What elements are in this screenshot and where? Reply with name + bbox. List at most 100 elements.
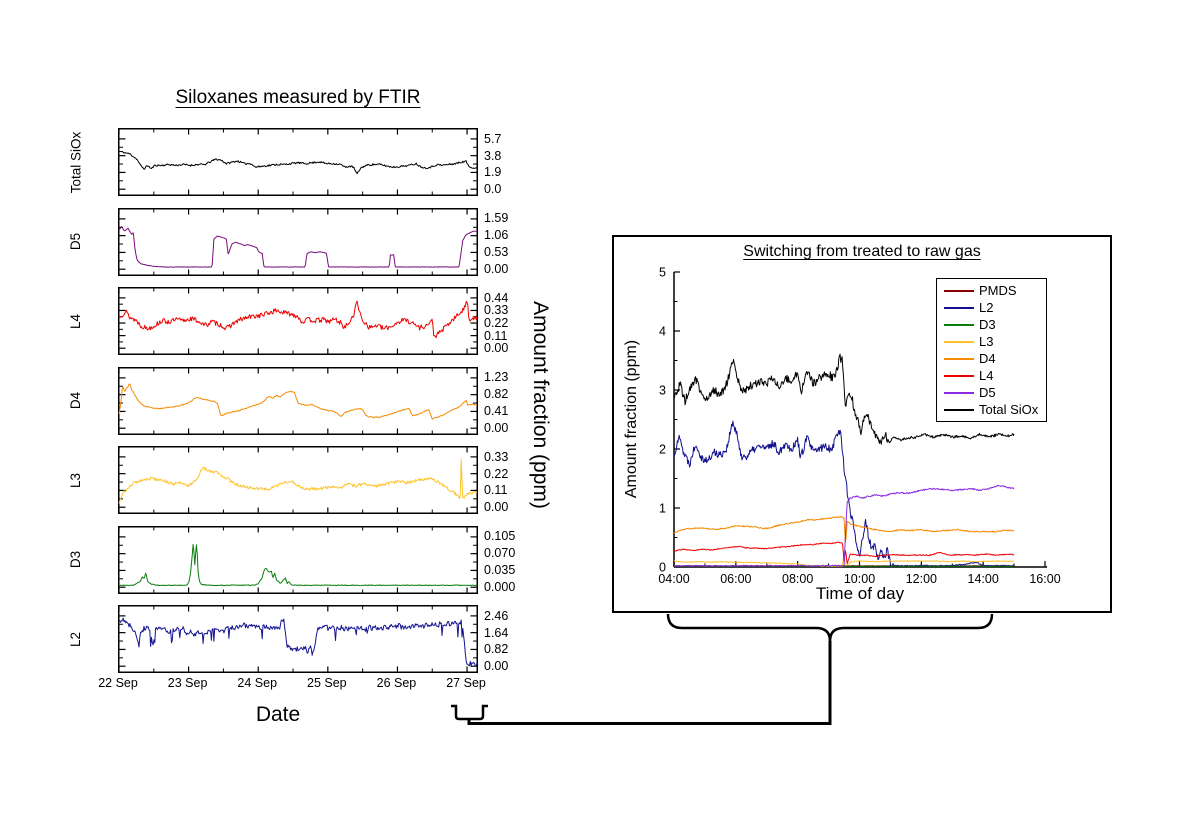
- ftir-x-axis-label: Date: [255, 703, 301, 726]
- series-d4: [673, 515, 1015, 543]
- ytick-d5-0: 1.59: [484, 211, 509, 226]
- ytick-l4-4: 0.00: [484, 341, 509, 356]
- legend-item-l4: L4: [944, 367, 1038, 384]
- date-tick-27-sep: 27 Sep: [446, 676, 486, 690]
- ytick-d5-2: 0.53: [484, 244, 509, 259]
- ftir-subplot-l4: [118, 287, 478, 355]
- subplot-label-d5: D5: [60, 208, 92, 276]
- subplot-label-text: Total SiOx: [68, 131, 84, 193]
- legend-label-d5: D5: [979, 385, 996, 400]
- legend-item-l3: L3: [944, 333, 1038, 350]
- series-d5: [118, 225, 478, 268]
- ytick-l4-2: 0.22: [484, 316, 509, 331]
- ftir-subplot-d5: [118, 207, 478, 276]
- ytick-d3-3: 0.000: [484, 579, 516, 594]
- ytick-total-siox-3: 0.0: [484, 182, 502, 197]
- legend-item-pmds: PMDS: [944, 282, 1038, 299]
- ytick-d3-2: 0.035: [484, 562, 516, 577]
- subplot-label-d3: D3: [60, 526, 92, 594]
- legend-label-l2: L2: [979, 300, 994, 315]
- date-tick-22-sep: 22 Sep: [98, 676, 138, 690]
- series-l2: [118, 617, 478, 667]
- switch-xtick-16-00: 16:00: [1029, 572, 1060, 586]
- legend-label-l3: L3: [979, 334, 994, 349]
- legend-swatch-d3: [944, 323, 974, 326]
- subplot-label-l3: L3: [60, 446, 92, 514]
- switch-panel: Switching from treated to raw gas 0 1 2 3 4 5…: [612, 235, 1112, 613]
- plot-frame-d5: [118, 207, 478, 276]
- ytick-l2-1: 1.64: [484, 625, 509, 640]
- switch-xtick-08-00: 08:00: [782, 572, 813, 586]
- switch-ytick-4: 4: [659, 325, 666, 339]
- legend-swatch-d4: [944, 357, 974, 360]
- plot-frame-d4: [118, 366, 478, 435]
- ytick-d5-3: 0.00: [484, 261, 509, 276]
- ytick-l3-1: 0.22: [484, 466, 509, 481]
- legend-swatch-l4: [944, 374, 974, 377]
- plot-frame-d3: [118, 525, 478, 594]
- series-total-siox: [118, 150, 478, 175]
- switch-plot-area: 0 1 2 3 4 5 04:00 06:00 08:00 10:00 12:00 14:00 16:0…: [658, 266, 1060, 587]
- ytick-d4-0: 1.23: [484, 370, 509, 385]
- ftir-subplot-l3: [118, 446, 478, 514]
- ytick-l2-2: 0.82: [484, 642, 509, 657]
- subplot-label-text: L3: [68, 472, 84, 488]
- ytick-total-siox-2: 1.9: [484, 165, 502, 180]
- legend-swatch-total-siox: [944, 408, 974, 411]
- ytick-total-siox-1: 3.8: [484, 148, 502, 163]
- subplot-label-l2: L2: [60, 605, 92, 673]
- series-l2: [673, 420, 1015, 567]
- ytick-d3-0: 0.105: [484, 529, 516, 544]
- switch-ytick-0: 0: [659, 561, 666, 575]
- series-d3: [118, 543, 478, 586]
- ytick-l4-3: 0.11: [484, 328, 508, 343]
- subplot-label-text: D4: [68, 391, 84, 410]
- legend-label-pmds: PMDS: [979, 283, 1017, 298]
- subplot-label-total-siox: Total SiOx: [60, 128, 92, 196]
- ftir-y-axis-label: Amount fraction (ppm): [529, 301, 552, 509]
- ytick-total-siox-0: 5.7: [484, 131, 502, 146]
- switch-ytick-5: 5: [659, 266, 666, 280]
- legend: PMDS L2 D3 L3 D4 L4 D5 Total SiOx: [936, 278, 1048, 422]
- plot-frame-total-siox: [118, 128, 478, 196]
- ytick-d4-3: 0.00: [484, 420, 509, 435]
- date-tick-24-sep: 24 Sep: [237, 676, 278, 690]
- subplot-label-text: D5: [68, 232, 84, 251]
- switch-x-axis-label: Time of day: [815, 584, 905, 603]
- subplot-label-text: L2: [68, 631, 84, 647]
- ytick-d3-1: 0.070: [484, 546, 516, 561]
- legend-label-d3: D3: [979, 317, 996, 332]
- switch-ytick-1: 1: [659, 502, 666, 516]
- legend-swatch-l3: [944, 340, 974, 343]
- plot-frame-l2: [118, 605, 478, 673]
- switch-xtick-10-00: 10:00: [844, 572, 875, 586]
- series-d4: [118, 383, 478, 419]
- legend-swatch-l2: [944, 306, 974, 309]
- ytick-l3-2: 0.11: [484, 483, 508, 498]
- legend-item-l2: L2: [944, 299, 1038, 316]
- switch-xtick-12-00: 12:00: [906, 572, 937, 586]
- legend-item-total-siox: Total SiOx: [944, 401, 1038, 418]
- date-tick-25-sep: 25 Sep: [307, 676, 347, 690]
- legend-swatch-pmds: [944, 289, 974, 292]
- ftir-subplot-d3: [118, 525, 478, 594]
- legend-label-d4: D4: [979, 351, 996, 366]
- ytick-l4-1: 0.33: [484, 303, 509, 318]
- ytick-l2-0: 2.46: [484, 608, 509, 623]
- switch-ytick-2: 2: [659, 443, 666, 457]
- series-total-siox: [673, 353, 1015, 445]
- switch-xtick-14-00: 14:00: [968, 572, 999, 586]
- legend-item-d4: D4: [944, 350, 1038, 367]
- ytick-l3-3: 0.00: [484, 500, 509, 515]
- ftir-panel: Siloxanes measured by FTIR Total SiOx 5.7…: [0, 0, 560, 760]
- plot-frame-l3: [118, 446, 478, 514]
- subplot-label-d4: D4: [60, 367, 92, 435]
- date-tick-23-sep: 23 Sep: [167, 676, 208, 690]
- ftir-subplot-d4: [118, 366, 478, 435]
- ftir-subplot-total-siox: [118, 128, 478, 196]
- zoom-underbrace: [666, 613, 994, 642]
- ytick-l2-3: 0.00: [484, 659, 509, 674]
- legend-item-d5: D5: [944, 384, 1038, 401]
- ftir-subplot-l2: [118, 605, 478, 673]
